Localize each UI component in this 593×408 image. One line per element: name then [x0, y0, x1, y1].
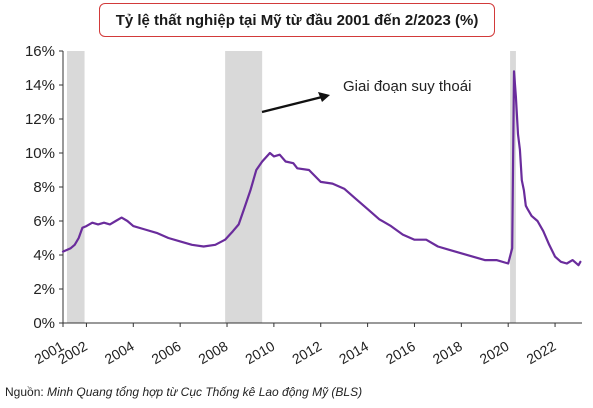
recession-band-0: [66, 51, 85, 323]
x-tick-label: 2006: [149, 338, 184, 368]
source-note: Nguồn: Minh Quang tổng hợp từ Cục Thống …: [5, 385, 362, 399]
y-tick-label: 14%: [25, 77, 55, 94]
y-tick-label: 0%: [33, 315, 55, 332]
annotation-arrow-head: [318, 92, 330, 102]
series-line-0: [61, 70, 582, 267]
x-tick-label: 2008: [196, 338, 231, 368]
chart-title: Tỷ lệ thất nghiệp tại Mỹ từ đầu 2001 đến…: [99, 3, 495, 37]
y-tick-label: 8%: [33, 179, 55, 196]
series-layer: [61, 70, 582, 267]
y-tick-label: 16%: [25, 43, 55, 60]
y-tick-label: 2%: [33, 281, 55, 298]
x-tick-label: 2020: [477, 338, 512, 368]
annotation-label: Giai đoạn suy thoái: [343, 78, 471, 95]
x-tick-label: 2018: [430, 338, 465, 368]
annotation-arrow-shaft: [261, 95, 323, 114]
source-text: Minh Quang tổng hợp từ Cục Thống kê Lao …: [47, 385, 363, 399]
axes-layer: [62, 51, 582, 324]
y-tick-label: 10%: [25, 145, 55, 162]
chart-title-text: Tỷ lệ thất nghiệp tại Mỹ từ đầu 2001 đến…: [115, 11, 479, 29]
x-tick-label: 2014: [336, 338, 371, 368]
source-label: Nguồn:: [5, 385, 44, 399]
recession-band-1: [225, 51, 263, 323]
x-tick-label: 2004: [102, 338, 137, 368]
y-tick-label: 12%: [25, 111, 55, 128]
annotation-layer: Giai đoạn suy thoái: [261, 78, 471, 114]
x-tick-label: 2016: [383, 338, 418, 368]
x-tick-label: 2010: [242, 338, 277, 368]
x-tick-label: 2012: [289, 338, 324, 368]
y-tick-label: 6%: [33, 213, 55, 230]
x-tick-label: 2022: [524, 338, 559, 368]
y-tick-label: 4%: [33, 247, 55, 264]
